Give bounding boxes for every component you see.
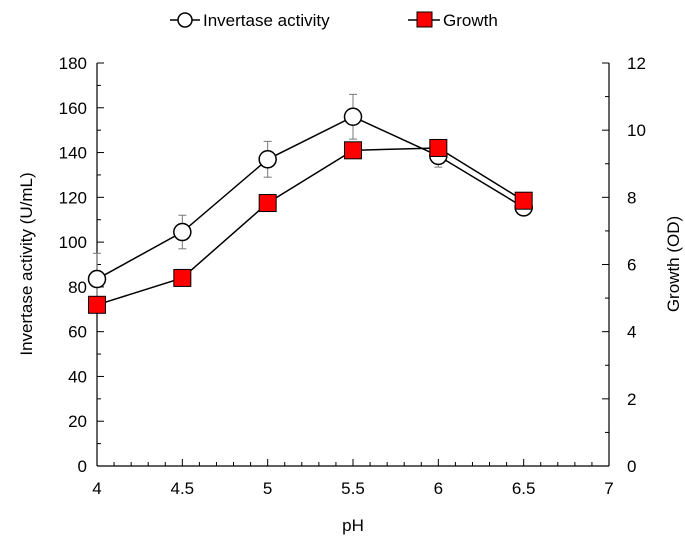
legend-growth-label: Growth: [443, 11, 498, 30]
legend-invertase-label: Invertase activity: [203, 11, 330, 30]
x-tick-label: 4: [92, 479, 101, 498]
x-tick-label: 6.5: [512, 479, 536, 498]
axes: 0 20 40 60 80 100 120 140 160 180 0 2 4 6 8 10 12 4 4.5 5 5.…: [59, 54, 646, 498]
y-left-tick-label: 20: [68, 412, 87, 431]
y-axis-left-title: Invertase activity (U/mL): [17, 172, 36, 355]
y-left-tick-label: 120: [59, 188, 87, 207]
y-right-tick-label: 12: [627, 54, 646, 73]
growth-point: [173, 268, 192, 287]
invertase-activity-line: [96, 115, 525, 280]
invertase-activity-point: [343, 107, 363, 126]
y-right-tick-label: 8: [627, 188, 636, 207]
y-left-tick-label: 0: [78, 457, 87, 476]
x-tick-label: 5.5: [341, 479, 365, 498]
x-tick-label: 5: [263, 479, 272, 498]
legend-invertase-marker: [177, 12, 193, 28]
growth-line: [96, 147, 525, 306]
invertase-activity-point: [87, 269, 107, 289]
growth-point: [258, 194, 277, 213]
x-tick-label: 4.5: [171, 479, 195, 498]
growth-point: [88, 295, 106, 314]
y-axis-right-title: Growth (OD): [664, 216, 683, 312]
y-left-tick-label: 60: [68, 323, 87, 342]
y-right-tick-label: 4: [627, 323, 636, 342]
x-tick-label: 6: [434, 479, 443, 498]
y-right-tick-label: 0: [627, 457, 636, 476]
y-left-tick-label: 140: [59, 144, 87, 163]
growth-point: [429, 138, 448, 157]
series-group: [87, 93, 533, 314]
y-left-tick-label: 100: [59, 233, 87, 252]
y-left-tick-label: 80: [68, 278, 87, 297]
legend: Invertase activity Growth: [170, 11, 498, 30]
growth-point: [344, 141, 362, 160]
y-right-tick-label: 10: [627, 121, 646, 140]
y-left-tick-label: 180: [59, 54, 87, 73]
y-left-tick-label: 40: [68, 367, 87, 386]
growth-point: [514, 191, 533, 210]
x-tick-label: 7: [604, 479, 613, 498]
y-right-tick-label: 2: [627, 390, 636, 409]
y-right-tick-label: 6: [627, 256, 636, 275]
y-left-tick-label: 160: [59, 99, 87, 118]
invertase-activity-point: [258, 150, 277, 169]
invertase-activity-point: [173, 222, 192, 242]
legend-growth-marker: [416, 11, 433, 28]
x-axis-title: pH: [342, 516, 364, 535]
